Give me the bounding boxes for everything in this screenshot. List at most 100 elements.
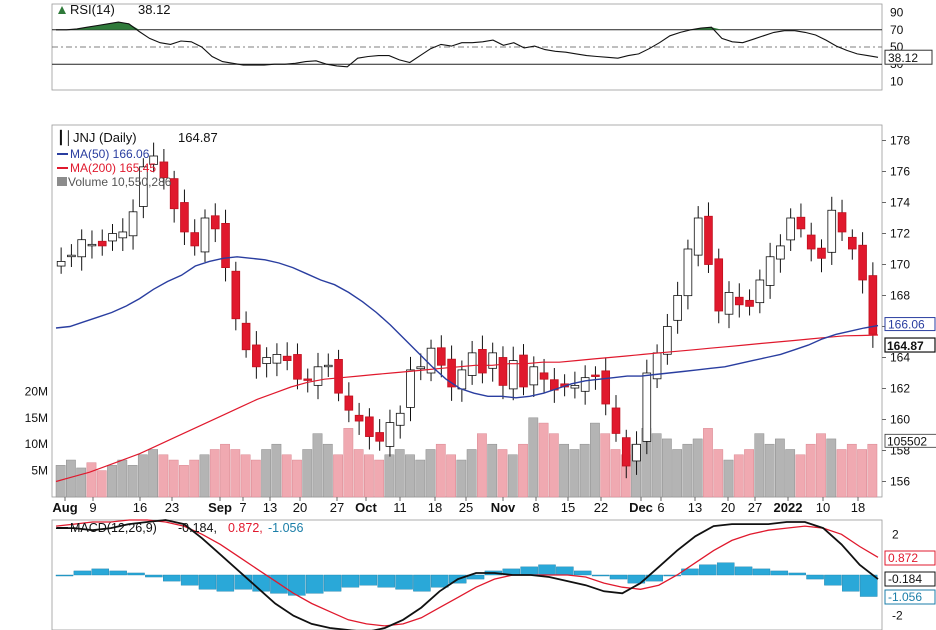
candle-body [97, 240, 107, 247]
volume-tick-label: 10M [25, 437, 48, 451]
rsi-legend-icon [58, 6, 66, 14]
candle-body [765, 256, 775, 286]
candle-body [210, 215, 220, 230]
candle-body [139, 166, 148, 207]
macd-histogram-bar [770, 570, 789, 576]
candle-body [241, 322, 251, 351]
candle-body [149, 155, 158, 165]
candle-body [67, 254, 76, 258]
price-tick-label: 162 [890, 382, 910, 396]
candle-body [180, 202, 189, 233]
volume-value-tag: 105502 [887, 434, 927, 448]
volume-bar [775, 438, 785, 498]
volume-bar [250, 459, 261, 498]
candle-body [108, 233, 117, 242]
price-tick-label: 178 [890, 134, 910, 148]
volume-bar [518, 443, 528, 498]
candle-body [77, 239, 86, 258]
volume-tick-label: 20M [25, 384, 48, 398]
macd-histogram-bar [198, 574, 217, 590]
last-price-box [884, 337, 936, 353]
rsi-overbought-fill [66, 22, 722, 30]
candle-body [406, 369, 415, 408]
volume-bar [107, 465, 117, 498]
x-tick-label: Aug [52, 500, 77, 515]
volume-bar [795, 454, 806, 498]
volume-bar [302, 449, 313, 498]
rsi-line [56, 21, 879, 68]
macd-histogram-bar [216, 574, 235, 592]
macd-histogram-bar [663, 574, 681, 577]
volume-bar [733, 454, 744, 498]
macd-histogram-bar [163, 574, 181, 582]
volume-value-box [884, 433, 936, 448]
volume-bar [353, 449, 364, 498]
x-tick-label: 11 [393, 500, 407, 515]
candle-body [591, 374, 600, 377]
macd-histogram-bar [752, 568, 771, 576]
candle-body [848, 236, 857, 250]
volume-bar [836, 449, 847, 498]
volume-bar [487, 443, 498, 498]
x-tick-label: 20 [293, 500, 307, 515]
volume-bar [384, 454, 395, 498]
ma50-legend-label: MA(50) 166.06 [70, 147, 150, 161]
volume-bar [189, 459, 200, 498]
volume-bar [682, 443, 693, 498]
volume-bar [312, 433, 323, 498]
volume-bar [692, 438, 703, 498]
macd-histogram-bar [145, 574, 163, 578]
candle-body [437, 347, 446, 366]
macd-histogram-bar [73, 570, 92, 576]
candle-body [642, 372, 652, 442]
candle-body [169, 178, 179, 210]
volume-bar [394, 449, 405, 498]
volume-bar [199, 454, 210, 498]
candle-body [632, 443, 641, 462]
candle-body [293, 354, 302, 380]
macd-value-tag: -1.056 [888, 590, 922, 604]
candle-body [621, 437, 631, 467]
candle-body [282, 355, 292, 361]
candle-body [395, 412, 405, 426]
volume-bar [661, 438, 672, 498]
macd-histogram-bar [127, 572, 145, 576]
candle-body [262, 357, 271, 364]
macd-histogram-bar [538, 564, 556, 576]
macd-histogram-bar [609, 574, 628, 580]
price-legend-candle-icon: ┃│ [57, 129, 73, 146]
candle-body [190, 232, 200, 247]
ma50-value-tag: 166.06 [888, 318, 925, 332]
macd-legend-label: MACD(12,26,9) [70, 521, 157, 535]
x-tick-label: Dec [629, 500, 653, 515]
candle-body [663, 326, 672, 355]
macd-value-box [884, 589, 936, 605]
candle-body [601, 370, 611, 405]
volume-bar [816, 433, 826, 498]
price-tick-label: 172 [890, 227, 910, 241]
volume-bar [754, 433, 765, 498]
candle-body [529, 366, 539, 386]
candle-body [426, 347, 436, 374]
price-legend-value: 164.87 [178, 130, 218, 145]
x-tick-label: Oct [355, 500, 377, 515]
candle-body [365, 416, 374, 437]
candle-body [580, 377, 590, 392]
volume-bar [209, 449, 220, 498]
candle-body [519, 354, 528, 388]
candle-body [200, 217, 210, 253]
macd-histogram-bar [824, 574, 842, 586]
macd-histogram-bar [341, 574, 360, 588]
volume-bar [600, 433, 611, 498]
volume-bar [230, 449, 241, 498]
volume-bar [86, 462, 97, 498]
macd-histogram-bar [180, 574, 199, 586]
volume-bar [281, 454, 292, 498]
macd-histogram-bar [377, 574, 395, 588]
candle-body [488, 352, 497, 369]
macd-legend-macd: -0.184, [178, 521, 217, 535]
candle-body [714, 258, 724, 312]
candle-body [837, 212, 847, 233]
candle-body [776, 245, 785, 260]
x-tick-label: 13 [263, 500, 277, 515]
